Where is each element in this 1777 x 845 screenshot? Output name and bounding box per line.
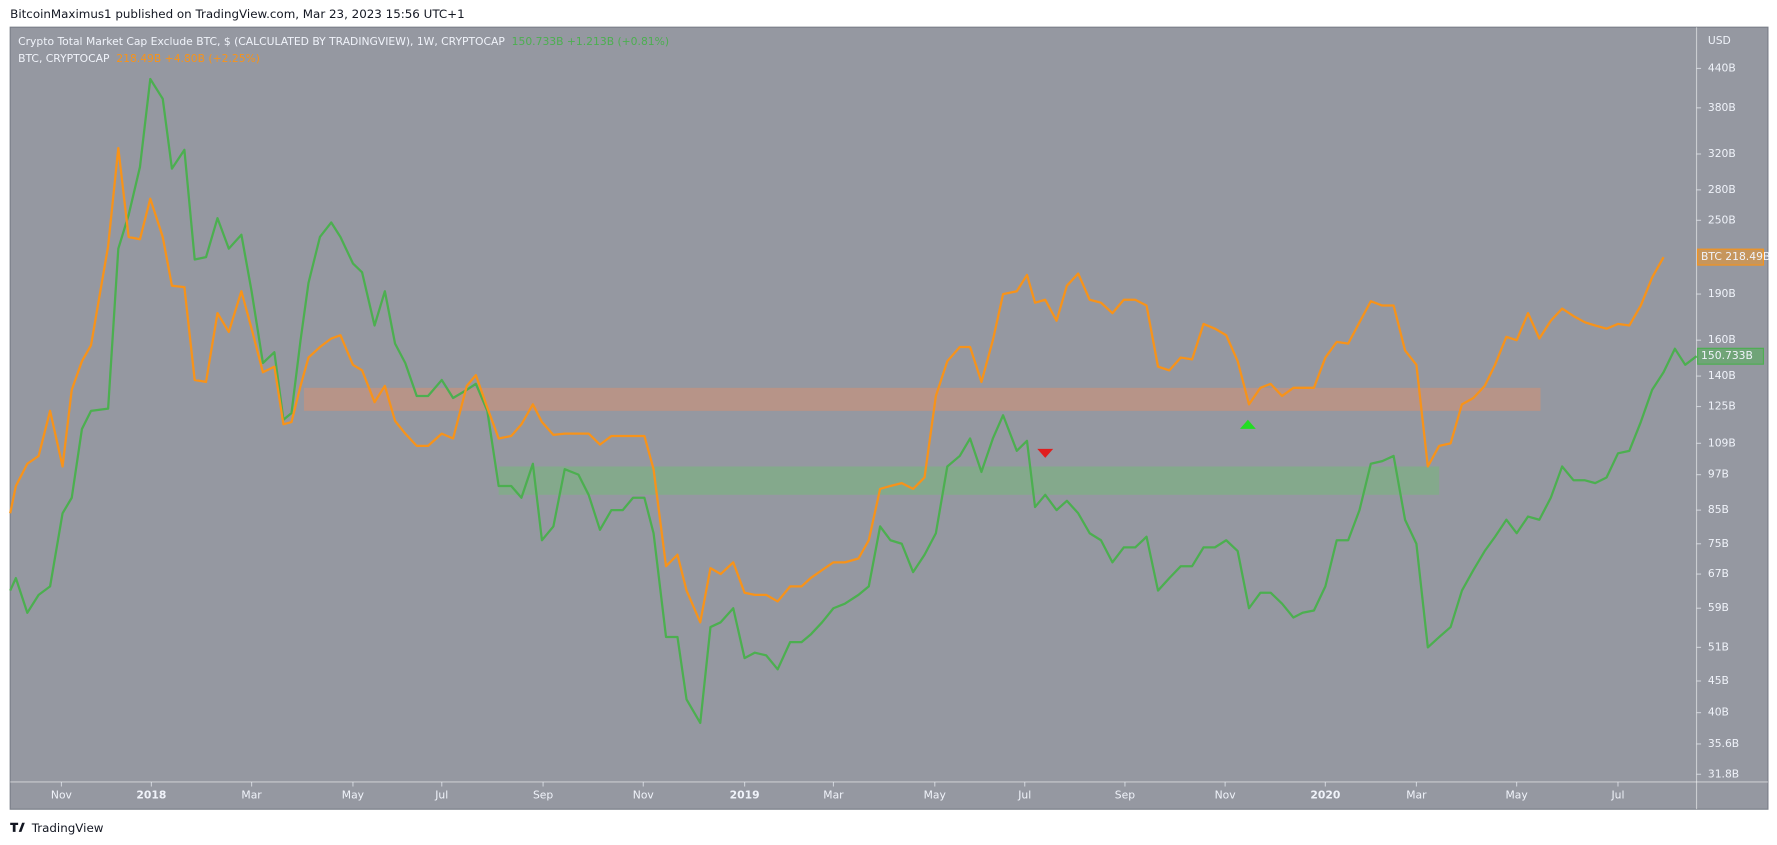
price-tag-box: [1697, 248, 1764, 266]
y-tick-label: 45B: [1708, 674, 1729, 687]
legend-name: BTC, CRYPTOCAP: [18, 52, 110, 65]
price-tag: 150.733B: [1697, 347, 1764, 365]
x-tick-label: Jul: [1610, 789, 1624, 802]
signal-marker: [1239, 419, 1256, 429]
price-tag-label: 150.733B: [1701, 349, 1753, 362]
y-tick-label: 59B: [1708, 601, 1729, 614]
x-tick-label: 2020: [1310, 789, 1340, 802]
x-tick-label: Nov: [633, 789, 655, 802]
y-tick-label: 51B: [1708, 640, 1729, 653]
x-tick-label: 2018: [136, 789, 166, 802]
x-tick-label: May: [342, 789, 365, 802]
zone: [498, 466, 1440, 495]
x-tick-label: 2019: [730, 789, 760, 802]
y-tick-label: 35.6B: [1708, 737, 1739, 750]
x-tick-label: Sep: [533, 789, 553, 802]
y-tick-label: 280B: [1708, 183, 1736, 196]
x-tick-label: May: [924, 789, 947, 802]
x-tick-label: Mar: [823, 789, 844, 802]
y-tick-label: 109B: [1708, 436, 1736, 449]
price-tag: BTC 218.49B: [1697, 248, 1770, 266]
publish-header: BitcoinMaximus1 published on TradingView…: [10, 7, 464, 21]
tradingview-logo: [10, 822, 25, 832]
legend-entry: Crypto Total Market Cap Exclude BTC, $ (…: [18, 35, 669, 48]
y-tick-label: 190B: [1708, 287, 1736, 300]
price-tag-box: [1697, 347, 1764, 365]
y-tick-label: 40B: [1708, 706, 1729, 719]
legend-readout: 218.49B +4.80B (+2.25%): [116, 52, 260, 65]
x-tick-label: Nov: [1215, 789, 1237, 802]
y-tick-label: 67B: [1708, 567, 1729, 580]
currency-label: USD: [1708, 34, 1731, 47]
y-tick-label: 380B: [1708, 101, 1736, 114]
x-tick-label: Jul: [1017, 789, 1031, 802]
legend-readout: 150.733B +1.213B (+0.81%): [512, 35, 669, 48]
zone: [303, 387, 1541, 411]
x-tick-label: Mar: [1406, 789, 1427, 802]
y-tick-label: 160B: [1708, 333, 1736, 346]
y-tick-label: 250B: [1708, 213, 1736, 226]
series-line: [9, 77, 1698, 725]
price-tag-label: BTC 218.49B: [1701, 250, 1770, 263]
legend-name: Crypto Total Market Cap Exclude BTC, $ (…: [18, 35, 505, 48]
x-tick-label: Mar: [241, 789, 262, 802]
y-tick-label: 320B: [1708, 147, 1736, 160]
x-tick-label: Jul: [434, 789, 448, 802]
y-tick-label: 31.8B: [1708, 767, 1739, 780]
footer-brand: TradingView: [31, 821, 104, 835]
legend-entry: BTC, CRYPTOCAP 218.49B +4.80B (+2.25%): [18, 52, 260, 65]
x-tick-label: May: [1506, 789, 1529, 802]
y-tick-label: 97B: [1708, 468, 1729, 481]
y-tick-label: 125B: [1708, 400, 1736, 413]
series-line: [9, 146, 1665, 624]
signal-marker: [1037, 448, 1054, 458]
x-tick-label: Nov: [51, 789, 73, 802]
y-tick-label: 75B: [1708, 537, 1729, 550]
chart-background: [9, 26, 1769, 810]
x-tick-label: Sep: [1115, 789, 1135, 802]
y-tick-label: 85B: [1708, 503, 1729, 516]
y-tick-label: 440B: [1708, 61, 1736, 74]
y-tick-label: 140B: [1708, 369, 1736, 382]
